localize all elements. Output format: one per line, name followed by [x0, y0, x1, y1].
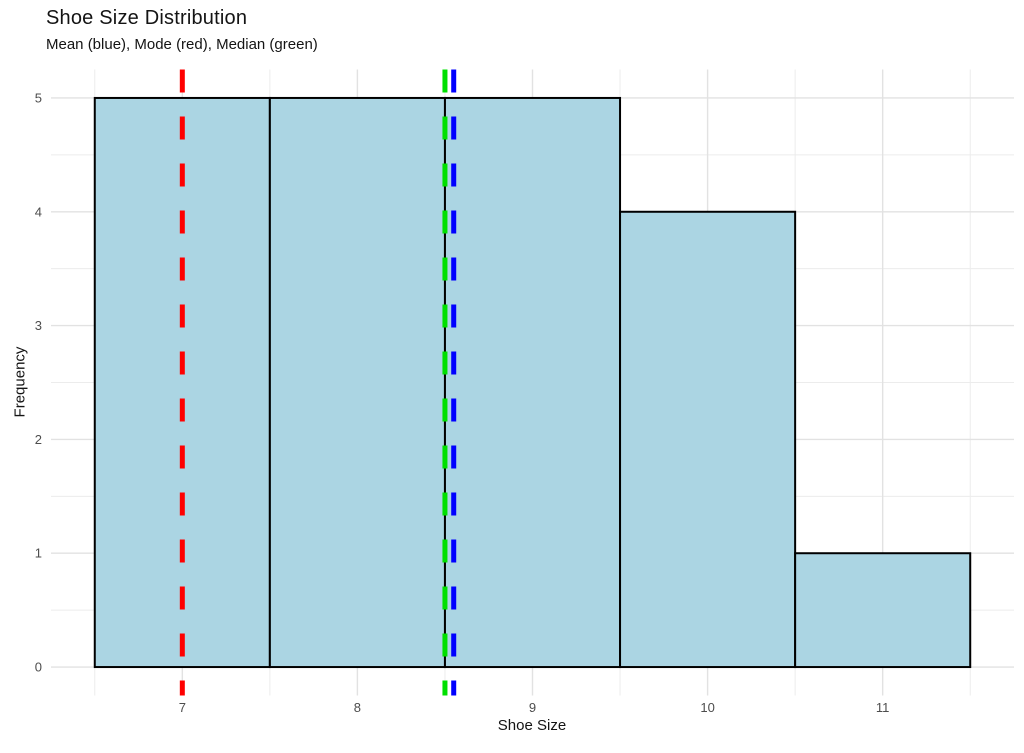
- x-tick-label: 8: [354, 700, 361, 715]
- x-tick-label: 9: [529, 700, 536, 715]
- y-axis-title: Frequency: [11, 346, 29, 418]
- y-tick-label: 2: [35, 432, 42, 447]
- x-tick-label: 7: [179, 700, 186, 715]
- chart-title: Shoe Size Distribution: [46, 7, 248, 29]
- x-axis-title: Shoe Size: [497, 717, 567, 734]
- y-tick-label: 0: [35, 660, 42, 675]
- histogram-bar-7: [93, 96, 271, 669]
- histogram-bar-10: [619, 210, 797, 669]
- y-tick-label: 5: [35, 90, 42, 105]
- y-tick-label: 1: [35, 546, 42, 561]
- y-tick-label: 4: [35, 204, 42, 219]
- histogram-bar-8: [268, 96, 446, 669]
- x-tick-label: 11: [876, 700, 890, 715]
- x-tick-label: 10: [700, 700, 714, 715]
- y-tick-label: 3: [35, 318, 42, 333]
- histogram-bar-11: [794, 552, 972, 669]
- chart-subtitle: Mean (blue), Mode (red), Median (green): [46, 36, 318, 53]
- histogram-bar-9: [443, 96, 622, 669]
